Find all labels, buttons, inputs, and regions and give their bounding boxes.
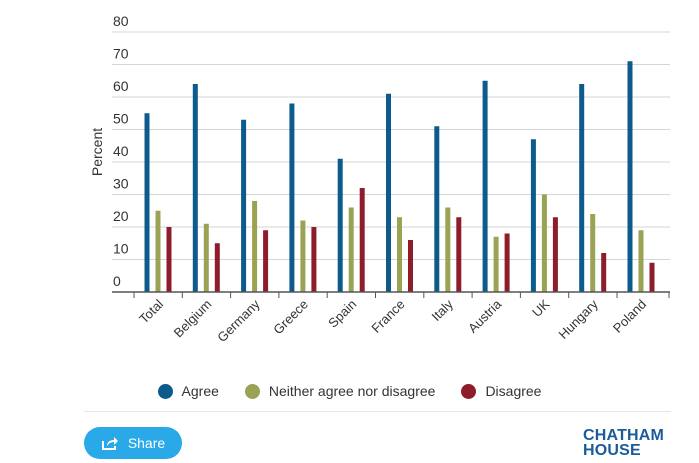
bar-germany-2[interactable] bbox=[263, 230, 269, 292]
bar-germany-1[interactable] bbox=[252, 201, 258, 292]
bar-belgium-2[interactable] bbox=[214, 243, 220, 292]
bar-total-1[interactable] bbox=[155, 210, 161, 292]
y-axis-title: Percent bbox=[89, 128, 105, 176]
x-tick-label-spain: Spain bbox=[325, 297, 359, 331]
bar-uk-1[interactable] bbox=[541, 194, 547, 293]
x-tick-label-poland: Poland bbox=[610, 297, 649, 336]
bar-belgium-1[interactable] bbox=[203, 223, 209, 292]
bars bbox=[144, 61, 655, 293]
bar-poland-1[interactable] bbox=[638, 230, 644, 292]
bar-austria-1[interactable] bbox=[493, 236, 499, 292]
y-tick-label-60: 60 bbox=[113, 78, 129, 94]
legend-item-neither[interactable]: Neither agree nor disagree bbox=[244, 383, 436, 399]
y-tick-label-20: 20 bbox=[113, 208, 129, 224]
share-icon bbox=[101, 435, 119, 451]
y-axis-ticks: 0 10 20 30 40 50 60 70 80 bbox=[113, 13, 129, 289]
bar-spain-2[interactable] bbox=[359, 188, 365, 292]
share-label: Share bbox=[127, 435, 166, 451]
y-tick-label-0: 0 bbox=[113, 273, 121, 289]
bar-italy-2[interactable] bbox=[456, 217, 462, 292]
legend-item-agree[interactable]: Agree bbox=[157, 383, 219, 399]
y-tick-label-10: 10 bbox=[113, 241, 129, 257]
legend-swatch-disagree bbox=[461, 383, 477, 399]
divider bbox=[84, 411, 671, 412]
bar-france-1[interactable] bbox=[397, 217, 402, 292]
bar-total-0[interactable] bbox=[144, 113, 150, 292]
bar-austria-2[interactable] bbox=[504, 233, 510, 293]
bar-spain-1[interactable] bbox=[348, 207, 354, 293]
y-tick-label-80: 80 bbox=[113, 13, 129, 29]
bar-total-2[interactable] bbox=[166, 227, 172, 292]
bar-hungary-2[interactable] bbox=[601, 253, 607, 292]
bar-chart: 0 10 20 30 40 50 60 70 80 Percent Total Belgium Ge… bbox=[89, 13, 670, 345]
y-tick-label-70: 70 bbox=[113, 46, 129, 62]
bar-greece-0[interactable] bbox=[289, 103, 295, 293]
bar-uk-0[interactable] bbox=[530, 139, 536, 292]
x-tick-label-hungary: Hungary bbox=[555, 296, 601, 342]
x-tick-label-greece: Greece bbox=[270, 297, 311, 338]
x-tick-label-uk: UK bbox=[529, 296, 553, 320]
x-tick-label-italy: Italy bbox=[428, 296, 456, 324]
share-button[interactable]: Share bbox=[84, 427, 182, 459]
bar-austria-0[interactable] bbox=[482, 80, 488, 292]
x-tick-label-france: France bbox=[368, 297, 407, 336]
y-tick-label-30: 30 bbox=[113, 176, 129, 192]
bar-greece-1[interactable] bbox=[300, 220, 306, 293]
legend-label-agree: Agree bbox=[181, 383, 219, 399]
bar-hungary-0[interactable] bbox=[579, 84, 585, 292]
chatham-house-logo[interactable]: CHATHAM HOUSE bbox=[583, 427, 665, 459]
legend-label-disagree: Disagree bbox=[485, 383, 542, 399]
y-tick-label-50: 50 bbox=[113, 111, 129, 127]
bar-poland-2[interactable] bbox=[649, 262, 655, 292]
bar-spain-0[interactable] bbox=[337, 158, 343, 292]
bar-belgium-0[interactable] bbox=[192, 84, 198, 292]
y-tick-label-40: 40 bbox=[113, 143, 129, 159]
bar-italy-1[interactable] bbox=[445, 207, 451, 293]
legend-swatch-agree bbox=[157, 383, 173, 399]
brand-line-1: CHATHAM bbox=[583, 427, 665, 444]
x-tick-label-belgium: Belgium bbox=[171, 297, 215, 341]
bar-poland-0[interactable] bbox=[627, 61, 633, 292]
x-tick-label-germany: Germany bbox=[214, 296, 263, 345]
x-axis-ticks: Total Belgium Germany Greece Spain France Ital… bbox=[133, 292, 670, 345]
legend-item-disagree[interactable]: Disagree bbox=[461, 383, 541, 399]
legend-swatch-neither bbox=[244, 383, 260, 399]
bar-italy-0[interactable] bbox=[434, 126, 440, 292]
x-tick-label-total: Total bbox=[136, 296, 166, 326]
bar-greece-2[interactable] bbox=[311, 227, 317, 292]
x-tick-label-austria: Austria bbox=[465, 296, 505, 336]
bar-uk-2[interactable] bbox=[552, 217, 558, 292]
brand-line-2: HOUSE bbox=[583, 442, 641, 459]
legend-label-neither: Neither agree nor disagree bbox=[268, 383, 436, 399]
bar-france-0[interactable] bbox=[386, 93, 391, 292]
legend: Agree Neither agree nor disagree Disagre… bbox=[0, 383, 699, 399]
bar-hungary-1[interactable] bbox=[590, 214, 596, 292]
bar-france-2[interactable] bbox=[408, 240, 413, 292]
bar-germany-0[interactable] bbox=[241, 119, 247, 292]
